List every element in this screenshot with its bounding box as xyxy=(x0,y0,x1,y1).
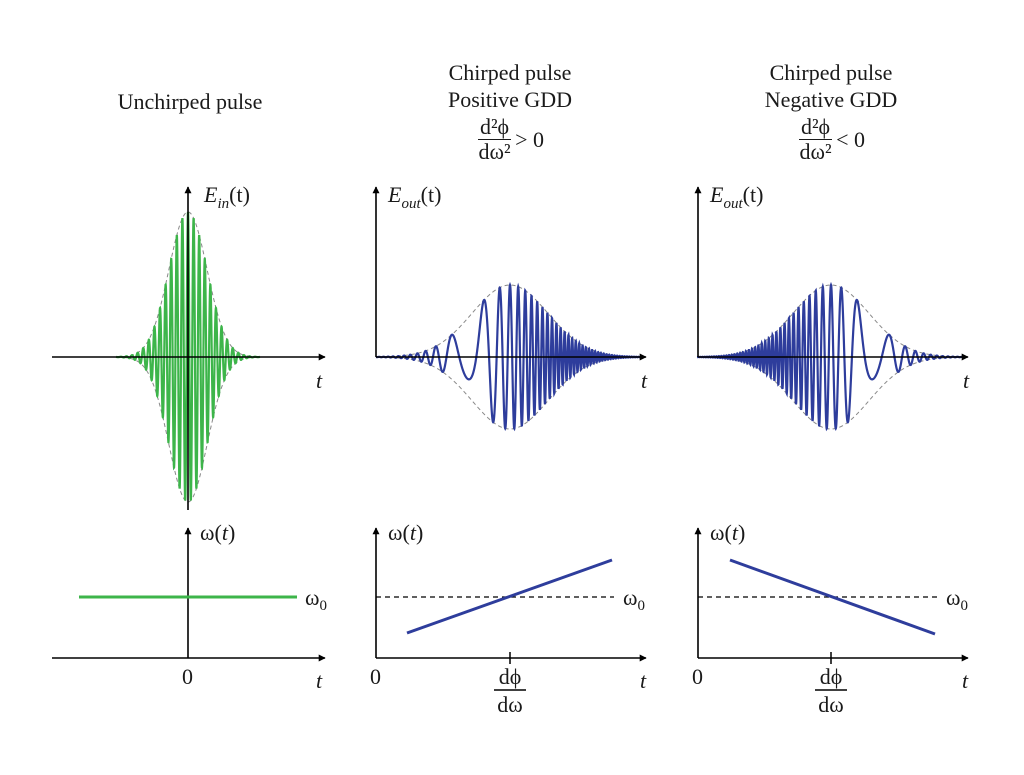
gdd-fraction: d²ϕ dω² xyxy=(798,114,833,164)
envelope-lower xyxy=(696,356,966,430)
y-axis-label: Ein(t) xyxy=(203,182,250,212)
gdd-fraction: d²ϕ dω² xyxy=(477,114,512,164)
positive-chirp-waveform xyxy=(375,281,645,432)
title-negative-line2: Negative GDD xyxy=(764,87,898,112)
y-axis-label: ω(t) xyxy=(710,520,745,545)
origin-label: 0 xyxy=(182,664,193,689)
title-negative-line1: Chirped pulse xyxy=(769,60,893,85)
x-axis-label: t xyxy=(640,668,647,693)
fraction-denominator: dω² xyxy=(799,139,832,164)
panel-unchirped-top: Ein(t) t xyxy=(52,182,326,510)
origin-label: 0 xyxy=(692,664,703,689)
fraction-denominator: dω² xyxy=(478,139,511,164)
fraction-numerator: d²ϕ xyxy=(798,114,833,140)
negative-chirp-waveform xyxy=(696,281,966,432)
panel-negative-gdd-bottom: ω(t) ω0 0 t dϕ dω xyxy=(692,520,969,717)
y-axis-label: ω(t) xyxy=(388,520,423,545)
panel-unchirped-bottom: ω(t) ω0 0 t xyxy=(52,520,327,693)
omega0-label: ω0 xyxy=(623,585,645,614)
condition-text: > 0 xyxy=(515,127,545,152)
fraction-numerator: d²ϕ xyxy=(477,114,512,140)
title-positive-gdd: Chirped pulse Positive GDD d²ϕ dω² > 0 xyxy=(390,59,630,164)
y-axis-label: ω(t) xyxy=(200,520,235,545)
title-unchirped-line1: Unchirped pulse xyxy=(117,89,263,114)
tick-fraction-denominator: dω xyxy=(818,692,843,717)
origin-label: 0 xyxy=(370,664,381,689)
x-axis-label: t xyxy=(962,668,969,693)
panel-positive-gdd-bottom: ω(t) ω0 0 t dϕ dω xyxy=(370,520,647,717)
x-axis-label: t xyxy=(963,368,970,393)
falling-frequency-line xyxy=(729,558,936,636)
envelope-lower xyxy=(375,356,645,430)
y-axis-label: Eout(t) xyxy=(387,182,441,212)
x-axis-label: t xyxy=(641,368,648,393)
title-positive-line2: Positive GDD xyxy=(447,87,573,112)
tick-fraction-numerator: dϕ xyxy=(499,664,522,689)
panel-positive-gdd-top: Eout(t) t xyxy=(372,182,648,432)
y-axis-label: Eout(t) xyxy=(709,182,763,212)
gdd-condition-positive: d²ϕ dω² > 0 xyxy=(390,115,630,164)
title-negative-gdd: Chirped pulse Negative GDD d²ϕ dω² < 0 xyxy=(711,59,951,164)
x-axis-label: t xyxy=(316,368,323,393)
x-axis-label: t xyxy=(316,668,323,693)
title-positive-line1: Chirped pulse xyxy=(448,60,572,85)
omega0-label: ω0 xyxy=(946,585,968,614)
condition-text: < 0 xyxy=(836,127,866,152)
rising-frequency-line xyxy=(406,558,613,635)
envelope-upper xyxy=(116,211,260,358)
panel-negative-gdd-top: Eout(t) t xyxy=(694,182,970,432)
omega0-label: ω0 xyxy=(305,585,327,614)
gdd-condition-negative: d²ϕ dω² < 0 xyxy=(711,115,951,164)
title-unchirped: Unchirped pulse xyxy=(70,88,310,115)
tick-fraction-numerator: dϕ xyxy=(820,664,843,689)
tick-fraction-denominator: dω xyxy=(497,692,522,717)
